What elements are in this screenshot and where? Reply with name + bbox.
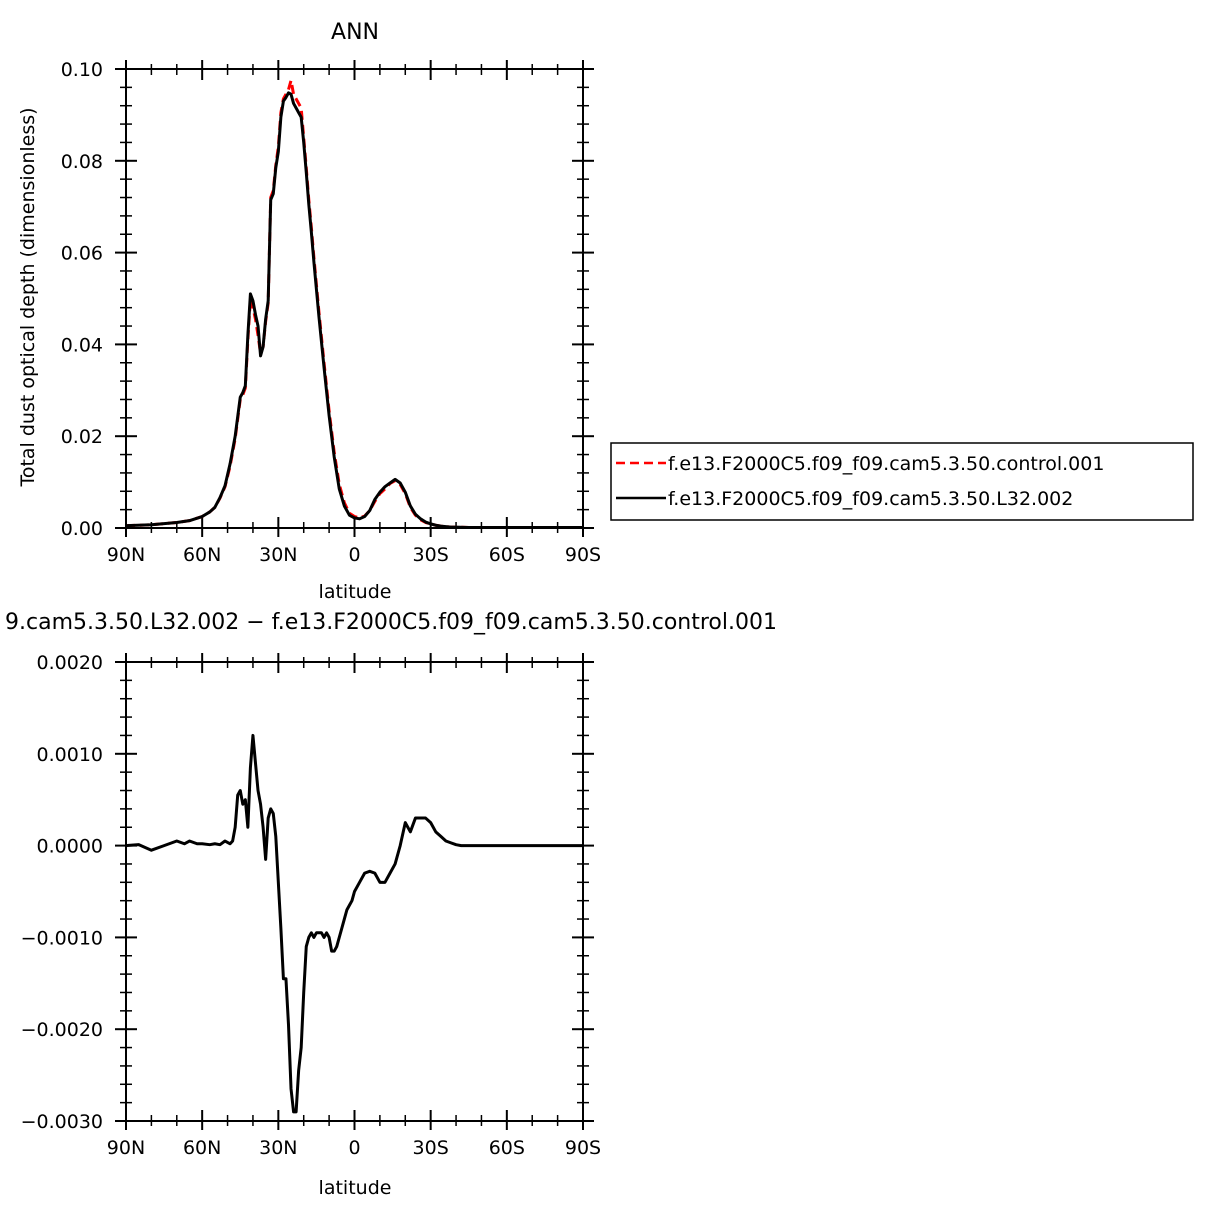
- y-tick-label: 0.04: [61, 334, 103, 356]
- y-tick-label: 0.0020: [37, 652, 103, 674]
- panel-difference: 9.cam5.3.50.L32.002 − f.e13.F2000C5.f09_…: [5, 610, 777, 1199]
- x-tick-label: 30N: [259, 544, 297, 566]
- y-tick-label: −0.0010: [21, 927, 103, 949]
- x-tick-label: 90S: [565, 544, 601, 566]
- x-tick-label: 60N: [183, 1137, 221, 1159]
- x-tick-label: 60S: [489, 1137, 525, 1159]
- axis-ticks: 90N 60N 30N 0 30S 60S 90S −0.0030 −0.0020 −0.0010…: [21, 652, 602, 1159]
- y-tick-label: 0.02: [61, 426, 103, 448]
- legend: f.e13.F2000C5.f09_f09.cam5.3.50.control.…: [610, 442, 1194, 521]
- plot-frame: [125, 68, 584, 529]
- legend-box: [610, 442, 1194, 521]
- x-tick-label: 60N: [183, 544, 221, 566]
- panel-optical-depth: ANN latitude Total dust optical depth (d…: [17, 20, 601, 603]
- y-axis-title: Total dust optical depth (dimensionless): [17, 107, 39, 487]
- y-tick-label: 0.08: [61, 151, 103, 173]
- x-axis-title: latitude: [319, 581, 392, 603]
- series-line-0: [125, 78, 583, 530]
- y-tick-label: 0.00: [61, 518, 103, 540]
- difference-title: 9.cam5.3.50.L32.002 − f.e13.F2000C5.f09_…: [5, 610, 777, 635]
- legend-label-control: f.e13.F2000C5.f09_f09.cam5.3.50.control.…: [668, 453, 1104, 475]
- series-line-0: [125, 733, 583, 1114]
- y-tick-label: 0.0010: [37, 744, 103, 766]
- x-tick-label: 90S: [565, 1137, 601, 1159]
- x-tick-label: 60S: [489, 544, 525, 566]
- series-lines: [125, 78, 583, 530]
- x-tick-label: 30S: [413, 544, 449, 566]
- series-lines: [125, 733, 583, 1114]
- x-tick-label: 30N: [259, 1137, 297, 1159]
- legend-label-l32: f.e13.F2000C5.f09_f09.cam5.3.50.L32.002: [668, 488, 1073, 510]
- y-tick-label: 0.0000: [37, 836, 103, 858]
- x-axis-title: latitude: [319, 1177, 392, 1199]
- plot-frame: [125, 661, 584, 1122]
- y-tick-label: −0.0020: [21, 1019, 103, 1041]
- x-tick-label: 30S: [413, 1137, 449, 1159]
- x-tick-label: 0: [348, 1137, 360, 1159]
- x-tick-label: 90N: [107, 544, 145, 566]
- chart-title: ANN: [331, 20, 379, 45]
- axis-ticks: 90N 60N 30N 0 30S 60S 90S 0.00 0.02 0.04 0.06 0.08 0…: [61, 59, 601, 566]
- x-tick-label: 0: [348, 544, 360, 566]
- series-line-1: [125, 91, 583, 530]
- x-tick-label: 90N: [107, 1137, 145, 1159]
- y-tick-label: −0.0030: [21, 1111, 103, 1133]
- y-tick-label: 0.06: [61, 243, 103, 265]
- y-tick-label: 0.10: [61, 59, 103, 81]
